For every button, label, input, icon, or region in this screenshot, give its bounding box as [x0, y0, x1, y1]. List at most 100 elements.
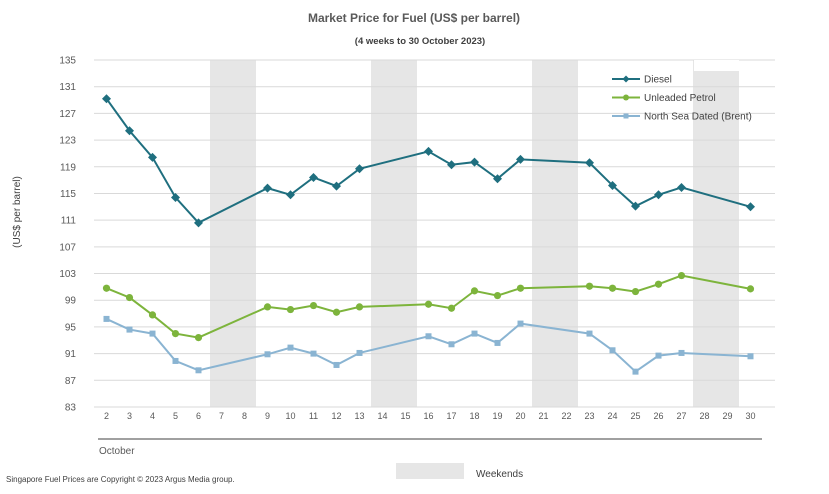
legend-label-2: North Sea Dated (Brent) — [644, 112, 752, 123]
data-point — [356, 349, 363, 356]
legend-label-0: Diesel — [644, 75, 672, 86]
data-point — [585, 282, 594, 290]
y-tick-label: 107 — [59, 242, 76, 253]
y-tick-label: 99 — [65, 296, 77, 307]
chart-title: Market Price for Fuel (US$ per barrel) — [308, 11, 520, 25]
data-point — [516, 284, 525, 292]
y-tick-label: 123 — [59, 136, 76, 147]
x-tick-label: 27 — [676, 411, 686, 421]
data-point — [493, 174, 502, 184]
data-point — [585, 158, 594, 168]
data-point — [149, 330, 156, 337]
x-tick-label: 7 — [219, 411, 224, 421]
x-tick-label: 15 — [400, 411, 410, 421]
data-point — [263, 183, 272, 193]
data-point — [424, 146, 433, 156]
data-point — [517, 320, 524, 327]
data-point — [448, 341, 455, 348]
x-tick-label: 13 — [354, 411, 364, 421]
x-tick-label: 23 — [584, 411, 594, 421]
x-tick-label: 19 — [492, 411, 502, 421]
weekend-band-4 — [693, 60, 739, 407]
data-point — [148, 152, 157, 162]
x-tick-label: 16 — [423, 411, 433, 421]
data-point — [172, 357, 179, 364]
data-point — [608, 284, 617, 292]
data-point — [471, 330, 478, 337]
data-point — [171, 192, 180, 202]
data-point — [470, 157, 479, 167]
data-point — [263, 303, 272, 311]
data-point — [516, 154, 525, 164]
legend-marker-1 — [623, 94, 629, 101]
data-point — [631, 201, 640, 211]
data-point — [286, 305, 295, 314]
x-tick-label: 3 — [127, 411, 132, 421]
x-tick-label: 6 — [196, 411, 201, 421]
data-point — [194, 218, 203, 228]
data-point — [470, 287, 479, 295]
data-point — [746, 285, 755, 293]
x-tick-label: 18 — [469, 411, 479, 421]
data-point — [447, 304, 456, 312]
data-point — [102, 94, 111, 104]
x-tick-label: 17 — [446, 411, 456, 421]
data-point — [194, 334, 203, 342]
data-point — [103, 315, 110, 322]
y-tick-label: 127 — [59, 109, 76, 120]
data-point — [677, 182, 686, 192]
data-point — [494, 339, 501, 346]
data-point — [126, 326, 133, 333]
data-point — [654, 280, 663, 288]
x-tick-label: 22 — [561, 411, 571, 421]
y-tick-label: 103 — [59, 269, 76, 280]
weekend-band-1 — [210, 60, 256, 407]
data-point — [747, 353, 754, 360]
data-point — [287, 344, 294, 351]
y-tick-label: 91 — [65, 349, 77, 360]
data-point — [355, 164, 364, 174]
data-point — [332, 308, 341, 316]
x-tick-label: 26 — [653, 411, 663, 421]
x-axis-month-label: October — [99, 446, 135, 457]
x-tick-label: 29 — [722, 411, 732, 421]
x-tick-label: 10 — [285, 411, 295, 421]
y-tick-label: 87 — [65, 376, 77, 387]
data-point — [447, 160, 456, 170]
data-point — [171, 329, 180, 338]
x-tick-label: 20 — [515, 411, 525, 421]
data-point — [310, 350, 317, 357]
x-tick-label: 12 — [331, 411, 341, 421]
data-point — [355, 303, 364, 311]
x-tick-label: 21 — [538, 411, 548, 421]
data-point — [125, 126, 134, 136]
data-point — [125, 293, 134, 302]
data-point — [655, 352, 662, 359]
data-point — [631, 287, 640, 296]
data-point — [677, 271, 686, 280]
weekends-legend-label: Weekends — [476, 469, 523, 480]
data-point — [333, 361, 340, 368]
data-point — [746, 202, 755, 212]
data-point — [632, 368, 639, 375]
data-point — [493, 291, 502, 300]
data-point — [678, 349, 685, 356]
weekends-legend-swatch — [396, 463, 464, 479]
x-tick-label: 30 — [745, 411, 755, 421]
x-tick-label: 25 — [630, 411, 640, 421]
data-point — [332, 181, 341, 191]
data-point — [654, 190, 663, 200]
y-tick-label: 135 — [59, 56, 76, 67]
copyright-footer: Singapore Fuel Prices are Copyright © 20… — [6, 475, 235, 484]
legend-marker-0 — [622, 75, 630, 83]
legend-background — [694, 60, 739, 71]
data-point — [309, 172, 318, 182]
y-axis-label: (US$ per barrel) — [12, 176, 23, 248]
data-point — [102, 284, 111, 292]
data-point — [609, 347, 616, 354]
y-tick-label: 95 — [65, 322, 77, 333]
x-tick-label: 14 — [377, 411, 387, 421]
y-tick-label: 83 — [65, 403, 77, 414]
data-point — [586, 330, 593, 337]
